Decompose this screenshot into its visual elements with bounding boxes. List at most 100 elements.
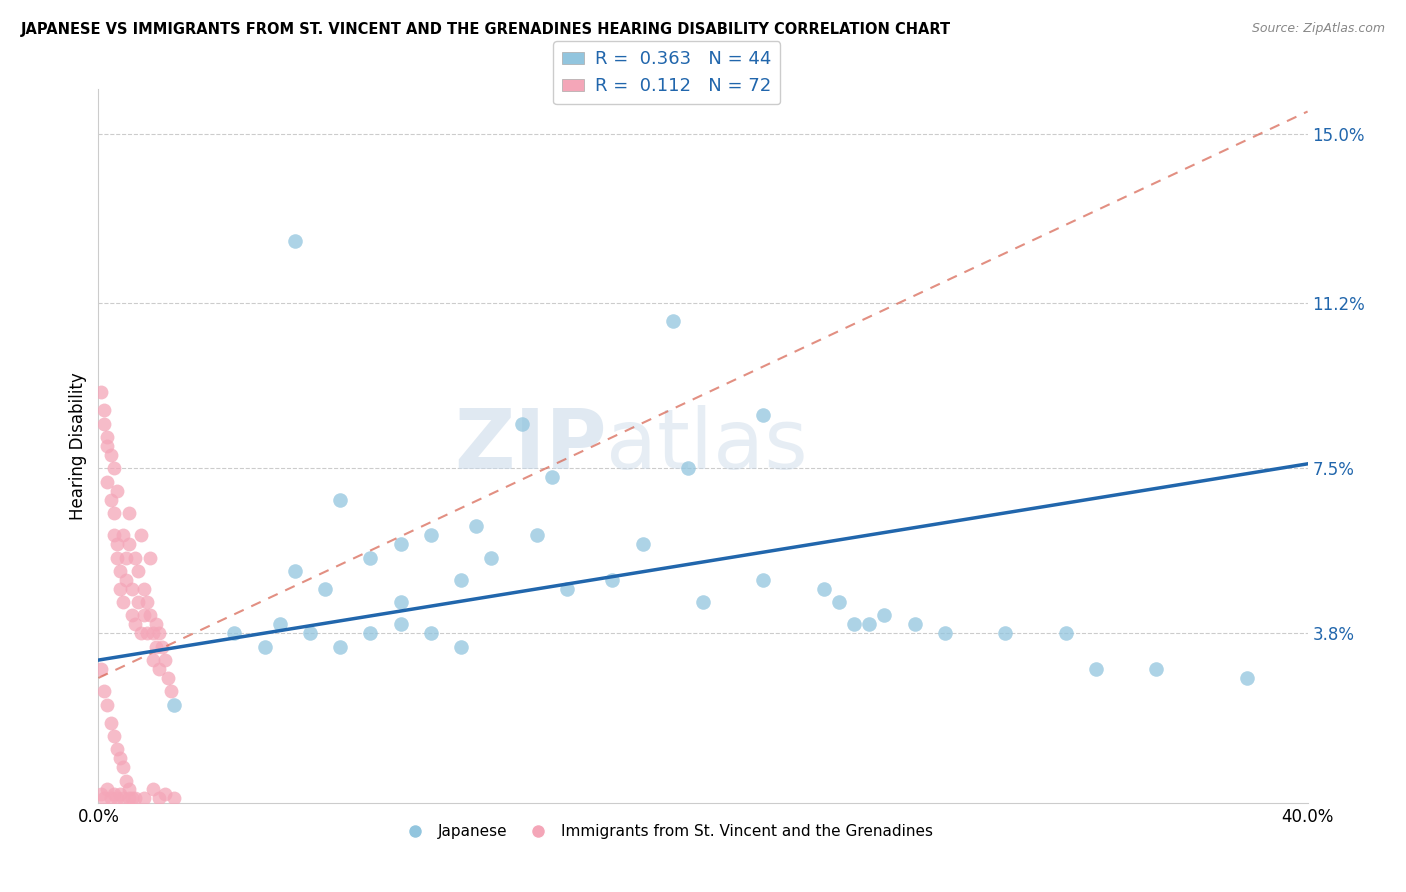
Point <box>108 564 131 578</box>
Point <box>153 653 176 667</box>
Point <box>105 791 128 805</box>
Point <box>1085 662 1108 676</box>
Point <box>148 662 170 676</box>
Point <box>100 492 122 507</box>
Point <box>148 626 170 640</box>
Point <box>858 617 880 632</box>
Point <box>93 684 115 698</box>
Point <box>111 791 134 805</box>
Point <box>752 408 775 422</box>
Point <box>124 550 146 565</box>
Legend: Japanese, Immigrants from St. Vincent and the Grenadines: Japanese, Immigrants from St. Vincent an… <box>394 818 939 845</box>
Text: ZIP: ZIP <box>454 406 606 486</box>
Point <box>934 626 956 640</box>
Point <box>111 528 134 542</box>
Point <box>420 528 443 542</box>
Point <box>96 698 118 712</box>
Point <box>844 617 866 632</box>
Point <box>105 483 128 498</box>
Point <box>269 617 291 632</box>
Point <box>118 506 141 520</box>
Point <box>129 528 152 542</box>
Point <box>661 314 683 328</box>
Point <box>163 698 186 712</box>
Point <box>360 550 382 565</box>
Point <box>127 595 149 609</box>
Point <box>163 791 186 805</box>
Point <box>555 582 578 596</box>
Point <box>105 550 128 565</box>
Point <box>121 791 143 805</box>
Point <box>450 640 472 654</box>
Point <box>329 640 352 654</box>
Point <box>111 760 134 774</box>
Point <box>108 751 131 765</box>
Point <box>150 640 173 654</box>
Point <box>389 595 412 609</box>
Point <box>299 626 322 640</box>
Point <box>139 550 162 565</box>
Text: atlas: atlas <box>606 406 808 486</box>
Point <box>540 470 562 484</box>
Point <box>90 385 112 400</box>
Point <box>103 528 125 542</box>
Point <box>108 582 131 596</box>
Point <box>118 782 141 797</box>
Point <box>118 537 141 551</box>
Point <box>121 608 143 623</box>
Point <box>828 595 851 609</box>
Point <box>360 626 382 640</box>
Point <box>127 564 149 578</box>
Point <box>103 506 125 520</box>
Point <box>481 550 503 565</box>
Point <box>96 475 118 489</box>
Point <box>121 582 143 596</box>
Point <box>124 617 146 632</box>
Point <box>153 787 176 801</box>
Point <box>96 439 118 453</box>
Point <box>813 582 835 596</box>
Point <box>602 573 624 587</box>
Point <box>103 461 125 475</box>
Point <box>108 787 131 801</box>
Point <box>253 640 276 654</box>
Point <box>692 595 714 609</box>
Point <box>450 573 472 587</box>
Point <box>904 617 927 632</box>
Point <box>145 617 167 632</box>
Point <box>135 626 157 640</box>
Point <box>103 787 125 801</box>
Point <box>139 608 162 623</box>
Point <box>526 528 548 542</box>
Point <box>93 417 115 431</box>
Point <box>329 492 352 507</box>
Point <box>420 626 443 640</box>
Point <box>284 234 307 248</box>
Point <box>145 640 167 654</box>
Point <box>100 791 122 805</box>
Point <box>124 791 146 805</box>
Point <box>105 742 128 756</box>
Point <box>132 791 155 805</box>
Point <box>631 537 654 551</box>
Point <box>90 787 112 801</box>
Point <box>148 791 170 805</box>
Point <box>103 729 125 743</box>
Point <box>100 715 122 730</box>
Point <box>752 573 775 587</box>
Text: JAPANESE VS IMMIGRANTS FROM ST. VINCENT AND THE GRENADINES HEARING DISABILITY CO: JAPANESE VS IMMIGRANTS FROM ST. VINCENT … <box>21 22 952 37</box>
Point <box>1236 671 1258 685</box>
Point <box>284 564 307 578</box>
Point <box>389 617 412 632</box>
Point <box>160 684 183 698</box>
Text: Source: ZipAtlas.com: Source: ZipAtlas.com <box>1251 22 1385 36</box>
Point <box>314 582 336 596</box>
Point <box>105 537 128 551</box>
Point <box>142 653 165 667</box>
Point <box>129 626 152 640</box>
Y-axis label: Hearing Disability: Hearing Disability <box>69 372 87 520</box>
Point <box>93 403 115 417</box>
Point <box>111 595 134 609</box>
Point <box>93 791 115 805</box>
Point <box>156 671 179 685</box>
